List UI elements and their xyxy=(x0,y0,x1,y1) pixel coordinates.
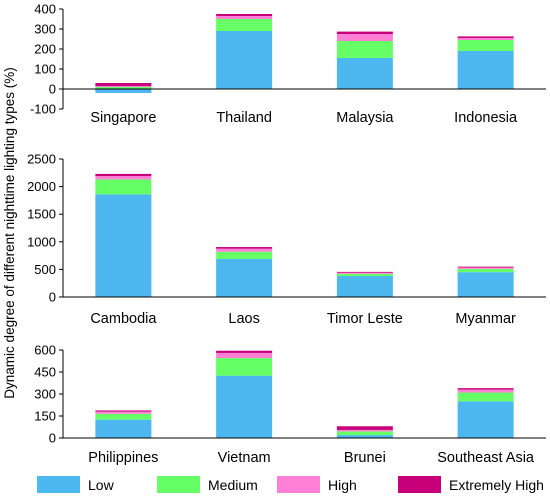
y-tick-label: 0 xyxy=(49,431,56,446)
y-tick-label: 300 xyxy=(34,22,56,37)
bar-philippines-extremely-high xyxy=(95,410,152,412)
bar-timor-leste-medium xyxy=(336,273,393,277)
bar-singapore-medium xyxy=(95,87,152,89)
category-label-vietnam: Vietnam xyxy=(218,450,271,466)
y-tick-label: 2000 xyxy=(27,179,56,194)
y-tick-label: 300 xyxy=(34,387,56,402)
bar-myanmar-extremely-high xyxy=(457,266,514,268)
bar-brunei-low xyxy=(336,435,393,438)
bar-myanmar-high xyxy=(457,267,514,269)
bar-southeast-asia-medium xyxy=(457,392,514,402)
category-label-southeast-asia: Southeast Asia xyxy=(437,450,535,466)
legend-label-extremely-high: Extremely High xyxy=(449,477,544,493)
legend: Low Medium High Extremely High xyxy=(37,476,544,493)
chart-panel-1: -100 0 100 200 300 400 Singapore Thailand Malays… xyxy=(30,2,546,126)
y-tick-label: 0 xyxy=(49,290,56,305)
category-label-myanmar: Myanmar xyxy=(455,311,516,327)
bar-laos-medium xyxy=(216,251,273,259)
bar-brunei-medium xyxy=(336,431,393,436)
category-label-thailand: Thailand xyxy=(216,110,272,126)
legend-swatch-low xyxy=(37,476,80,493)
bar-thailand-medium xyxy=(216,19,273,31)
y-tick-label: 100 xyxy=(34,62,56,77)
y-tick-label: 500 xyxy=(34,262,56,277)
category-label-timor-leste: Timor Leste xyxy=(327,311,403,327)
category-label-cambodia: Cambodia xyxy=(90,311,157,327)
y-tick-label: 1000 xyxy=(27,234,56,249)
legend-label-high: High xyxy=(328,477,357,493)
category-label-indonesia: Indonesia xyxy=(454,110,518,126)
category-label-malaysia: Malaysia xyxy=(336,110,394,126)
legend-label-low: Low xyxy=(88,477,115,493)
bar-indonesia-high xyxy=(457,38,514,40)
bar-malaysia-extremely-high xyxy=(336,31,393,34)
y-tick-label: 150 xyxy=(34,409,56,424)
bar-cambodia-medium xyxy=(95,179,152,195)
bar-cambodia-high xyxy=(95,176,152,180)
bar-philippines-low xyxy=(95,419,152,438)
bar-cambodia-low xyxy=(95,194,152,297)
bar-laos-extremely-high xyxy=(216,247,273,249)
bar-timor-leste-low xyxy=(336,276,393,297)
y-tick-label: 2500 xyxy=(27,152,56,167)
bar-thailand-low xyxy=(216,31,273,89)
y-tick-label: 1500 xyxy=(27,207,56,222)
bar-vietnam-extremely-high xyxy=(216,350,273,353)
chart-panel-2: 0 500 1000 1500 2000 2500 Cambodia Laos Timor Le… xyxy=(27,152,546,327)
bar-malaysia-low xyxy=(336,58,393,89)
bar-philippines-medium xyxy=(95,413,152,420)
category-label-singapore: Singapore xyxy=(90,110,156,126)
bar-vietnam-low xyxy=(216,375,273,438)
bar-southeast-asia-high xyxy=(457,389,514,393)
legend-label-medium: Medium xyxy=(208,477,258,493)
y-axis-label: Dynamic degree of different nighttime li… xyxy=(2,67,17,398)
bar-timor-leste-high xyxy=(336,272,393,274)
bar-vietnam-medium xyxy=(216,358,273,376)
bar-philippines-high xyxy=(95,411,152,414)
bar-malaysia-medium xyxy=(336,41,393,58)
legend-swatch-medium xyxy=(157,476,200,493)
category-label-philippines: Philippines xyxy=(88,450,158,466)
bar-thailand-high xyxy=(216,16,273,19)
bar-indonesia-low xyxy=(457,51,514,89)
bar-myanmar-medium xyxy=(457,268,514,273)
bar-singapore-low xyxy=(95,89,152,93)
category-label-brunei: Brunei xyxy=(344,450,386,466)
y-tick-label: 450 xyxy=(34,365,56,380)
bar-indonesia-medium xyxy=(457,40,514,51)
bar-brunei-extremely-high xyxy=(336,426,393,430)
y-tick-label: 400 xyxy=(34,2,56,17)
bar-thailand-extremely-high xyxy=(216,14,273,16)
bar-cambodia-extremely-high xyxy=(95,173,152,177)
bar-laos-high xyxy=(216,248,273,252)
bar-timor-leste-extremely-high xyxy=(336,271,393,273)
bar-vietnam-high xyxy=(216,352,273,359)
y-tick-label: 0 xyxy=(49,82,56,97)
bar-southeast-asia-low xyxy=(457,401,514,438)
category-label-laos: Laos xyxy=(228,311,259,327)
bar-indonesia-extremely-high xyxy=(457,36,514,38)
bar-singapore-high xyxy=(95,86,152,87)
bar-southeast-asia-extremely-high xyxy=(457,388,514,390)
bar-singapore-extremely-high xyxy=(95,83,152,86)
legend-swatch-high xyxy=(277,476,320,493)
bar-myanmar-low xyxy=(457,272,514,297)
bar-brunei-high xyxy=(336,429,393,432)
chart-panel-3: 0 150 300 450 600 Philippines Vietnam Brunei Sou… xyxy=(34,343,546,466)
y-tick-label: -100 xyxy=(30,102,56,117)
bar-laos-low xyxy=(216,258,273,297)
y-tick-label: 600 xyxy=(34,343,56,358)
bar-malaysia-high xyxy=(336,34,393,41)
legend-swatch-extremely-high xyxy=(398,476,441,493)
y-tick-label: 200 xyxy=(34,42,56,57)
